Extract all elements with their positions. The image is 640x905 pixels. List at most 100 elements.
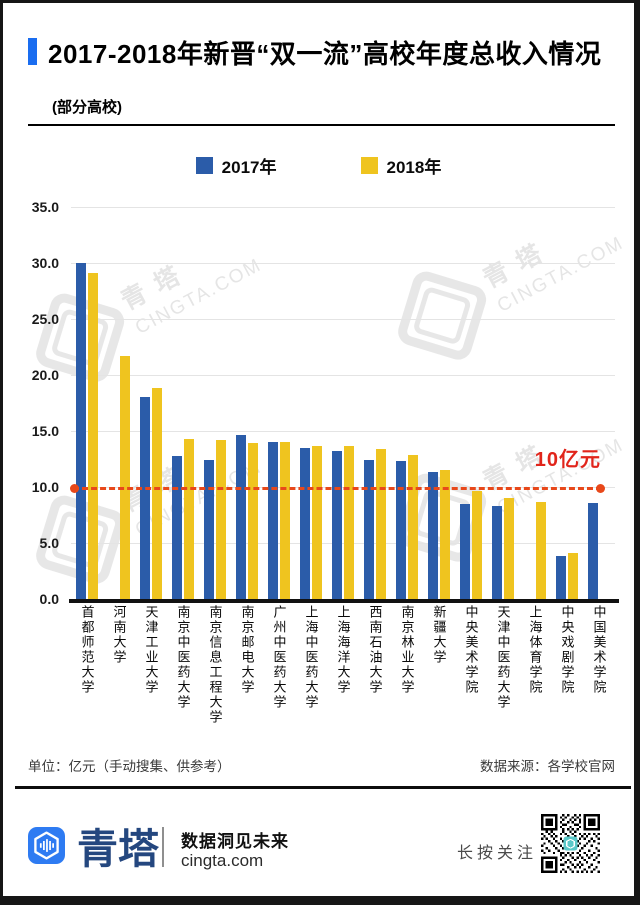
x-tick-label: 南京邮电大学 xyxy=(239,605,255,695)
gridline xyxy=(71,431,615,432)
bar-2018年 xyxy=(504,498,514,599)
bar-2018年 xyxy=(216,439,226,599)
brand-website: cingta.com xyxy=(181,851,264,870)
legend-swatch xyxy=(360,156,378,174)
title-subtitle: (部分高校) xyxy=(52,99,122,116)
brand-divider xyxy=(162,827,164,867)
x-tick-label: 中央戏剧学院 xyxy=(559,605,575,695)
bar-group xyxy=(519,207,551,599)
brand-name: 青塔 xyxy=(77,826,159,872)
bar-2017年 xyxy=(268,442,278,599)
header: 2017-2018年新晋“双一流”高校年度总收入情况 (部分高校) xyxy=(28,30,616,132)
x-tick-label: 天津中医药大学 xyxy=(495,605,511,710)
x-tick-label: 西南石油大学 xyxy=(367,605,383,695)
page-title: 2017-2018年新晋“双一流”高校年度总收入情况 (部分高校) xyxy=(48,30,616,132)
x-tick-label: 上海中医药大学 xyxy=(303,605,319,710)
follow-label: 长按关注 xyxy=(457,845,538,862)
y-tick-label: 0.0 xyxy=(39,591,59,607)
y-axis: 35.0 30.0 25.0 20.0 15.0 10.0 5.0 0.0 xyxy=(3,199,59,607)
x-tick-label: 广州中医药大学 xyxy=(271,605,287,710)
bar-2018年 xyxy=(248,443,258,599)
cingta-logo-icon xyxy=(28,827,65,864)
bar-2018年 xyxy=(440,470,450,599)
title-accent-bar xyxy=(28,38,37,65)
bar-2017年 xyxy=(76,263,86,599)
x-tick-label: 天津工业大学 xyxy=(143,605,159,695)
footer-divider xyxy=(15,786,631,789)
x-tick-label: 上海体育学院 xyxy=(527,605,543,695)
bar-2017年 xyxy=(492,506,502,599)
bar-group xyxy=(487,207,519,599)
bar-2018年 xyxy=(376,448,386,599)
bar-2018年 xyxy=(312,445,322,599)
bar-2018年 xyxy=(120,355,130,599)
x-tick-label: 中国美术学院 xyxy=(591,605,607,695)
bar-2017年 xyxy=(300,447,310,599)
bar-2017年 xyxy=(204,460,214,599)
bar-group xyxy=(231,207,263,599)
gridline xyxy=(71,207,615,208)
bar-group xyxy=(135,207,167,599)
footnote-source: 数据来源：各学校官网 xyxy=(480,759,615,774)
bar-group xyxy=(167,207,199,599)
bar-2017年 xyxy=(556,556,566,599)
gridline xyxy=(71,319,615,320)
y-tick-label: 25.0 xyxy=(31,311,59,327)
y-tick-label: 15.0 xyxy=(31,423,59,439)
bar-2017年 xyxy=(332,451,342,599)
gridline xyxy=(71,543,615,544)
gridline xyxy=(71,263,615,264)
title-divider xyxy=(28,124,615,126)
bar-groups xyxy=(71,207,615,599)
bar-2018年 xyxy=(152,388,162,599)
brand-bar: 青塔 数据洞见未来 cingta.com 长按关注 xyxy=(3,801,634,893)
x-tick-label: 上海海洋大学 xyxy=(335,605,351,695)
x-axis-labels: 首都师范大学 河南大学 天津工业大学 南京中医药大学 南京信息工程大学 南京邮电大学 广州中… xyxy=(71,605,615,725)
brand-slogan: 数据洞见未来 xyxy=(181,832,289,851)
bar-2018年 xyxy=(280,442,290,599)
bar-group xyxy=(359,207,391,599)
reference-line-label: 10亿元 xyxy=(534,449,601,471)
bar-group xyxy=(327,207,359,599)
footnote-unit: 单位：亿元（手动搜集、供参考） xyxy=(28,759,231,774)
bar-2018年 xyxy=(88,273,98,599)
bar-2017年 xyxy=(428,472,438,599)
legend: 2017年 2018年 xyxy=(3,153,634,177)
bar-group xyxy=(551,207,583,599)
x-tick-label: 南京林业大学 xyxy=(399,605,415,695)
legend-label: 2018年 xyxy=(386,157,442,177)
bar-group xyxy=(103,207,135,599)
y-tick-label: 10.0 xyxy=(31,479,59,495)
bar-2018年 xyxy=(408,454,418,599)
y-tick-label: 20.0 xyxy=(31,367,59,383)
x-tick-label: 首都师范大学 xyxy=(79,605,95,695)
y-tick-label: 35.0 xyxy=(31,199,59,215)
bar-2017年 xyxy=(396,461,406,599)
x-tick-label: 河南大学 xyxy=(111,605,127,665)
bar-2018年 xyxy=(472,491,482,599)
bar-2018年 xyxy=(344,445,354,599)
qr-code xyxy=(541,814,600,873)
y-tick-label: 30.0 xyxy=(31,255,59,271)
reference-line xyxy=(70,484,605,493)
x-tick-label: 中央美术学院 xyxy=(463,605,479,695)
x-tick-label: 南京中医药大学 xyxy=(175,605,191,710)
x-tick-label: 新疆大学 xyxy=(431,605,447,665)
bar-group xyxy=(295,207,327,599)
bar-2017年 xyxy=(460,503,470,599)
bar-2017年 xyxy=(172,455,182,599)
bar-2018年 xyxy=(184,438,194,599)
bar-2017年 xyxy=(588,502,598,599)
legend-swatch xyxy=(195,156,213,174)
bar-group xyxy=(423,207,455,599)
bar-group xyxy=(71,207,103,599)
legend-item-2017年: 2017年 xyxy=(195,153,277,178)
bar-2018年 xyxy=(536,501,546,599)
gridline xyxy=(71,375,615,376)
bar-group xyxy=(455,207,487,599)
y-tick-label: 5.0 xyxy=(39,535,59,551)
bar-2017年 xyxy=(140,397,150,599)
legend-item-2018年: 2018年 xyxy=(360,153,442,178)
bar-2017年 xyxy=(364,460,374,599)
